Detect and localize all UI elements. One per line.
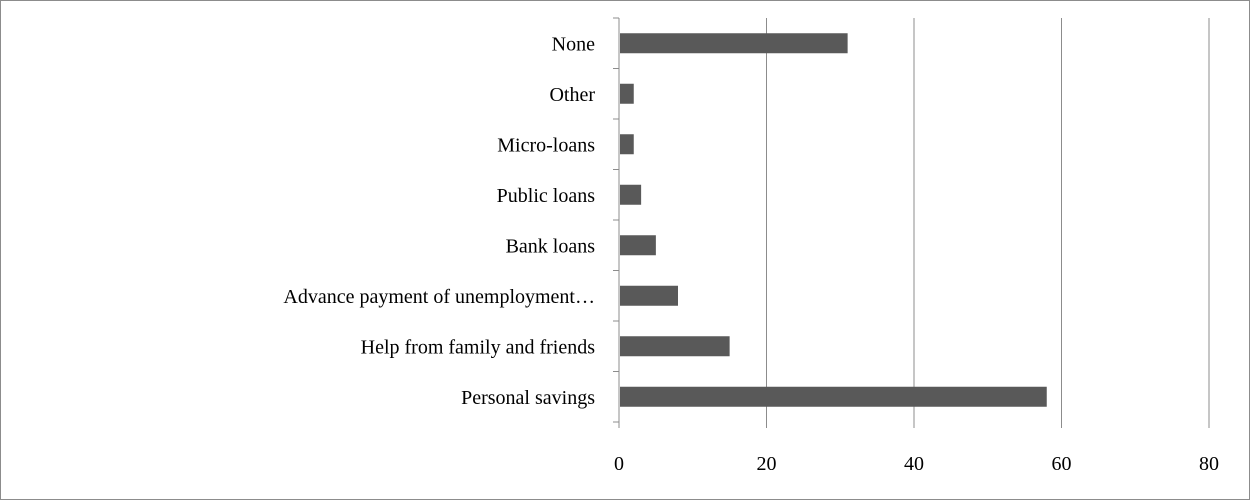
bar-2 [620, 83, 634, 104]
category-label: Other [549, 84, 595, 106]
bar-8 [620, 386, 1047, 407]
bar-6 [620, 285, 678, 306]
bar-4 [620, 184, 642, 205]
x-tick-label: 40 [904, 453, 924, 475]
category-label: Public loans [497, 185, 596, 207]
tick-labels: 0 20 40 60 80 [614, 453, 1219, 475]
bar-1 [620, 33, 848, 54]
category-label: Advance payment of unemployment… [283, 286, 595, 308]
x-tick-label: 20 [757, 453, 777, 475]
x-tick-label: 0 [614, 453, 624, 475]
bar-3 [620, 134, 634, 155]
gridlines [766, 18, 1210, 428]
bar-7 [620, 336, 730, 357]
axes [613, 17, 620, 428]
x-tick-label: 60 [1052, 453, 1072, 475]
category-label: Personal savings [461, 387, 595, 409]
x-tick-label: 80 [1199, 453, 1219, 475]
category-label: Micro-loans [497, 134, 595, 156]
category-label: Bank loans [506, 235, 596, 257]
category-labels: None Other Micro-loans Public loans Bank loa… [283, 33, 595, 409]
bars [620, 33, 1047, 407]
bar-5 [620, 235, 656, 256]
category-label: Help from family and friends [361, 336, 596, 358]
category-label: None [552, 33, 595, 55]
